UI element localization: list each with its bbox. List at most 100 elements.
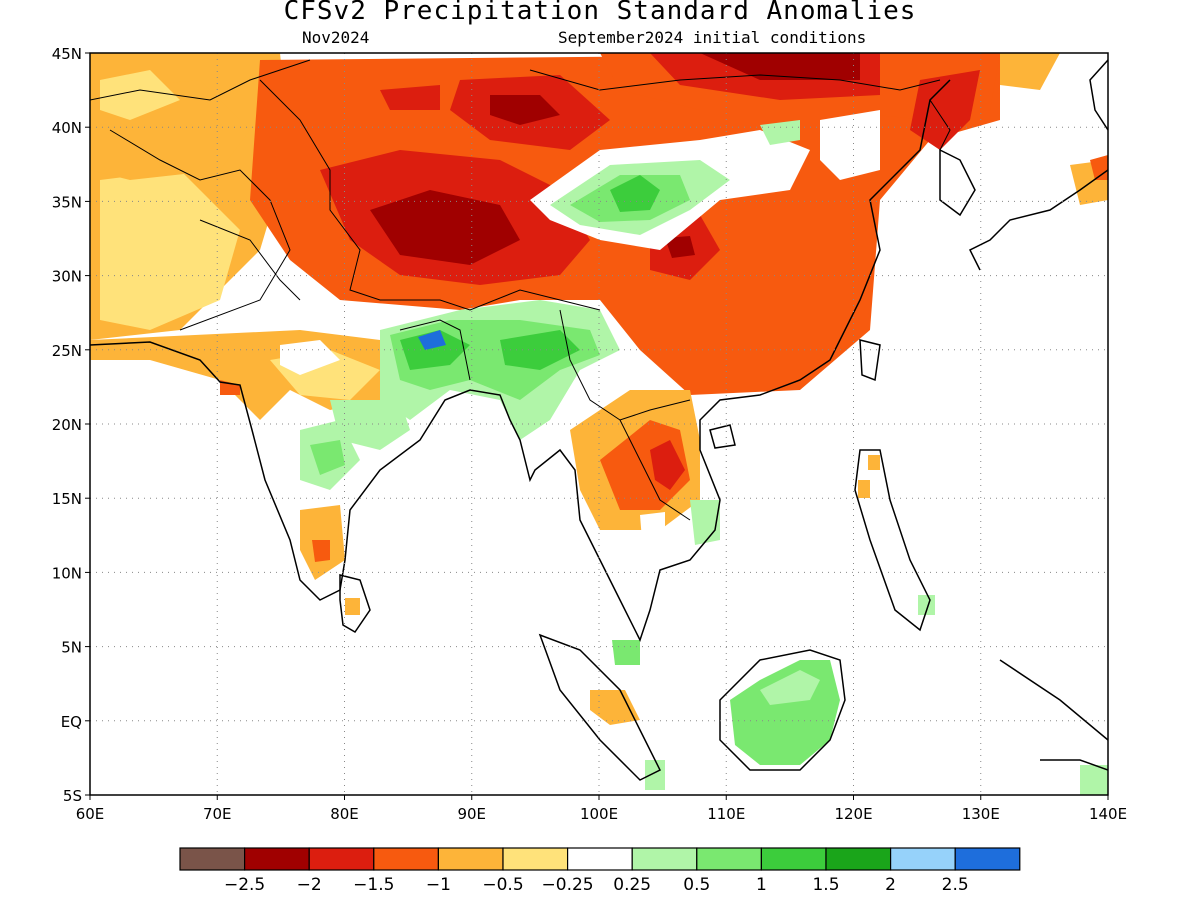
anomaly-region xyxy=(330,400,410,450)
colorbar-label: 0.25 xyxy=(613,875,651,895)
lat-tick-label: 25N xyxy=(52,342,82,360)
coastline xyxy=(1040,759,1108,771)
country-border xyxy=(399,319,471,381)
colorbar-label: 1 xyxy=(756,875,767,895)
colorbar-swatch xyxy=(696,847,762,871)
coastline xyxy=(999,659,1108,741)
coastline xyxy=(854,449,931,632)
anomaly-region xyxy=(418,330,446,350)
colorbar-label: −2.5 xyxy=(224,875,265,895)
colorbar: −2.5 −2 −1.5 −1 −0.5 −0.25 0.25 0.5 1 1.5 2 2.5 xyxy=(179,847,1021,895)
coastline xyxy=(538,633,662,781)
lat-tick-label: 40N xyxy=(52,119,82,137)
lon-tick-label: 120E xyxy=(834,805,872,823)
anomaly-region xyxy=(610,175,660,212)
colorbar-swatch xyxy=(954,847,1021,871)
anomaly-region xyxy=(640,512,665,540)
anomaly-region xyxy=(612,640,640,665)
country-border xyxy=(619,419,691,521)
anomaly-field xyxy=(90,53,1108,795)
longitude-axis: 60E 70E 80E 90E 100E 110E 120E 130E 140E xyxy=(76,795,1127,823)
lon-tick-label: 60E xyxy=(76,805,105,823)
colorbar-label: 0.5 xyxy=(683,875,710,895)
country-border xyxy=(90,59,311,101)
lon-tick-label: 130E xyxy=(962,805,1000,823)
colorbar-swatch xyxy=(631,847,698,871)
anomaly-region xyxy=(380,85,440,110)
lon-tick-label: 110E xyxy=(707,805,745,823)
country-border xyxy=(929,99,951,151)
coastline xyxy=(709,424,736,449)
coastline xyxy=(339,574,371,634)
map-title: CFSv2 Precipitation Standard Anomalies xyxy=(283,0,917,26)
coastline xyxy=(90,79,951,642)
anomaly-region xyxy=(700,53,860,80)
lat-tick-label: 20N xyxy=(52,416,82,434)
colorbar-swatch xyxy=(889,847,956,871)
anomaly-region xyxy=(312,540,330,562)
lon-tick-label: 90E xyxy=(457,805,486,823)
anomaly-region xyxy=(100,70,180,120)
country-border xyxy=(259,79,601,311)
anomaly-region xyxy=(100,170,240,330)
lat-tick-label: 15N xyxy=(52,490,82,508)
lat-tick-label: 5S xyxy=(63,787,82,805)
colorbar-swatch xyxy=(437,847,504,871)
anomaly-region xyxy=(590,690,640,725)
colorbar-swatch xyxy=(179,847,246,871)
colorbar-swatch xyxy=(502,847,569,871)
colorbar-label: −2 xyxy=(297,875,322,895)
colorbar-label: 2 xyxy=(885,875,896,895)
anomaly-region xyxy=(868,455,880,470)
colorbar-swatch xyxy=(566,847,633,871)
anomaly-region xyxy=(910,70,980,150)
country-border xyxy=(109,129,291,331)
coastline xyxy=(1089,59,1108,131)
anomaly-region xyxy=(760,120,800,145)
coastline xyxy=(968,169,1108,271)
anomaly-region xyxy=(490,95,560,125)
anomaly-region xyxy=(858,480,870,498)
colorbar-label: 2.5 xyxy=(942,875,969,895)
lat-tick-label: 35N xyxy=(52,193,82,211)
lon-tick-label: 140E xyxy=(1089,805,1127,823)
country-border xyxy=(529,69,941,91)
anomaly-region xyxy=(1000,53,1060,90)
coastline xyxy=(719,649,846,771)
anomaly-region xyxy=(370,190,520,265)
colorbar-swatch xyxy=(308,847,375,871)
colorbar-swatch xyxy=(760,847,827,871)
lon-tick-label: 80E xyxy=(330,805,359,823)
colorbar-label: −0.5 xyxy=(482,875,523,895)
forecast-month: Nov2024 xyxy=(302,28,370,47)
anomaly-region xyxy=(650,440,685,490)
colorbar-label: −0.25 xyxy=(542,875,594,895)
colorbar-swatch xyxy=(373,847,439,871)
anomaly-region xyxy=(760,670,820,705)
lat-tick-label: EQ xyxy=(61,713,82,731)
initial-conditions: September2024 initial conditions xyxy=(558,28,867,47)
coastlines xyxy=(90,59,1108,781)
anomaly-region xyxy=(345,598,360,615)
colorbar-label: 1.5 xyxy=(812,875,839,895)
graticule xyxy=(90,53,1108,795)
lat-tick-label: 5N xyxy=(61,639,82,657)
anomaly-region xyxy=(1080,765,1108,795)
borders xyxy=(90,59,951,521)
coastline xyxy=(939,148,976,217)
latitude-axis: 45N 40N 35N 30N 25N 20N 15N 10N 5N EQ 5S xyxy=(52,45,90,805)
anomaly-region xyxy=(280,340,340,375)
colorbar-swatch xyxy=(825,847,892,871)
anomaly-region xyxy=(310,440,345,475)
anomaly-region xyxy=(730,660,840,765)
lat-tick-label: 30N xyxy=(52,268,82,286)
country-border xyxy=(559,309,691,421)
country-border xyxy=(199,219,301,301)
lon-tick-label: 70E xyxy=(203,805,232,823)
anomaly-region xyxy=(400,330,470,370)
colorbar-swatch xyxy=(244,847,310,871)
lat-tick-label: 45N xyxy=(52,45,82,63)
anomaly-region xyxy=(665,236,695,258)
lat-tick-label: 10N xyxy=(52,564,82,582)
